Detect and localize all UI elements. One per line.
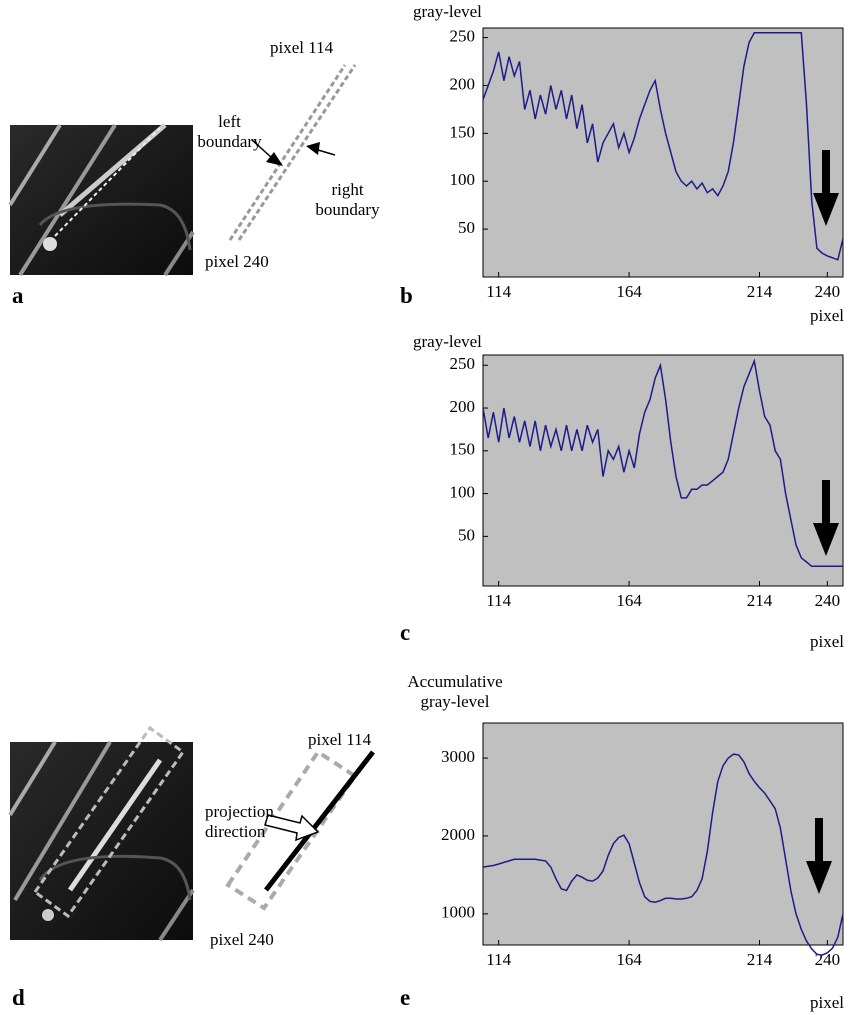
x-tick-label: 240 bbox=[815, 591, 841, 610]
y-tick-label: 1000 bbox=[441, 903, 475, 922]
projection-diagram bbox=[225, 749, 375, 911]
y-tick-label: 250 bbox=[450, 354, 476, 373]
data-line bbox=[482, 358, 843, 568]
y-tick-label: 250 bbox=[450, 26, 476, 45]
x-axis-label: pixel bbox=[810, 993, 844, 1012]
plot-area bbox=[482, 722, 844, 946]
x-tick-label: 164 bbox=[616, 591, 642, 610]
plot-area bbox=[482, 354, 844, 587]
y-axis-label: Accumulative gray-level bbox=[407, 672, 503, 711]
x-tick-label: 214 bbox=[747, 591, 773, 610]
x-axis-label: pixel bbox=[810, 306, 844, 325]
panel-label: c bbox=[400, 620, 411, 645]
data-line bbox=[482, 753, 844, 956]
photo-a bbox=[8, 123, 195, 277]
y-tick-label: 50 bbox=[458, 525, 475, 544]
annotation: left boundary bbox=[197, 112, 262, 151]
y-tick-label: 200 bbox=[450, 397, 476, 416]
annotation: projection direction bbox=[205, 802, 274, 841]
panel-label: a bbox=[12, 283, 24, 308]
x-tick-label: 214 bbox=[747, 282, 773, 301]
x-axis-label: pixel bbox=[810, 632, 844, 651]
annotation: pixel 240 bbox=[210, 930, 274, 949]
annotation: pixel 114 bbox=[270, 38, 334, 57]
x-tick-label: 114 bbox=[486, 591, 511, 610]
annotation: right boundary bbox=[315, 180, 380, 219]
panel-label: d bbox=[12, 985, 25, 1010]
y-tick-label: 100 bbox=[450, 170, 476, 189]
y-tick-label: 150 bbox=[450, 122, 476, 141]
y-axis-label: gray-level bbox=[413, 2, 482, 21]
photo-d bbox=[8, 725, 195, 942]
plot-area bbox=[482, 27, 844, 278]
data-line bbox=[482, 32, 844, 261]
annotation: pixel 114 bbox=[308, 730, 372, 749]
y-tick-label: 3000 bbox=[441, 747, 475, 766]
dip-arrows bbox=[806, 150, 839, 894]
y-tick-label: 200 bbox=[450, 74, 476, 93]
boundary-arrows bbox=[251, 139, 336, 166]
y-tick-label: 150 bbox=[450, 440, 476, 459]
y-tick-label: 50 bbox=[458, 218, 475, 237]
x-tick-label: 114 bbox=[486, 282, 511, 301]
annotation: pixel 240 bbox=[205, 252, 269, 271]
panel-label: b bbox=[400, 283, 413, 308]
y-axis-label: gray-level bbox=[413, 332, 482, 351]
x-tick-label: 114 bbox=[486, 950, 511, 969]
boundary-diagram bbox=[228, 64, 357, 241]
x-tick-label: 214 bbox=[747, 950, 773, 969]
x-tick-label: 240 bbox=[815, 282, 841, 301]
y-tick-label: 100 bbox=[450, 483, 476, 502]
y-tick-label: 2000 bbox=[441, 825, 475, 844]
panel-label: e bbox=[400, 985, 411, 1010]
x-tick-label: 164 bbox=[616, 282, 642, 301]
x-tick-label: 164 bbox=[616, 950, 642, 969]
